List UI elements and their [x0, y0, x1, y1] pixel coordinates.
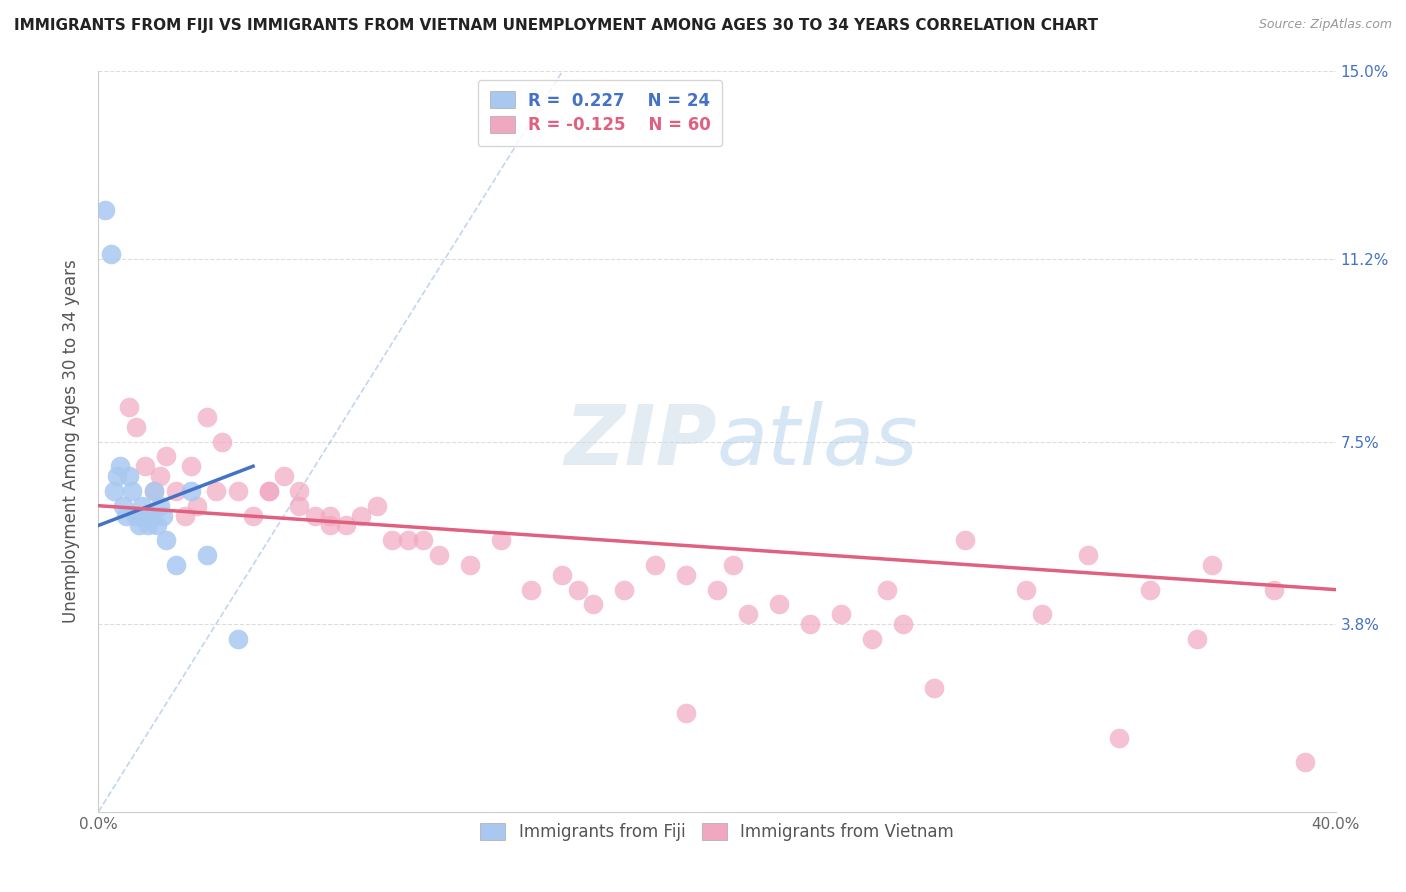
Point	[118, 400, 141, 414]
Point	[1263, 582, 1285, 597]
Point	[350, 508, 373, 523]
Point	[860, 632, 883, 646]
Point	[226, 632, 249, 646]
Point	[128, 518, 150, 533]
Point	[1015, 582, 1038, 597]
Point	[567, 582, 589, 597]
Point	[1077, 548, 1099, 562]
Point	[319, 518, 342, 533]
Point	[953, 533, 976, 548]
Point	[149, 469, 172, 483]
Point	[100, 247, 122, 261]
Legend: Immigrants from Fiji, Immigrants from Vietnam: Immigrants from Fiji, Immigrants from Vi…	[474, 816, 960, 847]
Point	[288, 499, 311, 513]
Point	[165, 483, 187, 498]
Point	[675, 567, 697, 582]
Point	[121, 483, 143, 498]
Point	[768, 598, 790, 612]
Point	[319, 508, 342, 523]
Point	[242, 508, 264, 523]
Point	[1185, 632, 1208, 646]
Point	[131, 499, 153, 513]
Point	[118, 469, 141, 483]
Point	[1031, 607, 1053, 622]
Point	[1201, 558, 1223, 572]
Point	[304, 508, 326, 523]
Point	[1108, 731, 1130, 745]
Point	[396, 533, 419, 548]
Point	[1294, 756, 1316, 770]
Point	[115, 508, 138, 523]
Point	[489, 533, 512, 548]
Point	[186, 499, 208, 513]
Point	[134, 508, 156, 523]
Point	[108, 459, 131, 474]
Point	[195, 409, 218, 424]
Point	[288, 483, 311, 498]
Point	[922, 681, 945, 696]
Point	[551, 567, 574, 582]
Point	[146, 518, 169, 533]
Point	[582, 598, 605, 612]
Point	[675, 706, 697, 720]
Point	[139, 508, 162, 523]
Point	[136, 518, 159, 533]
Point	[226, 483, 249, 498]
Point	[737, 607, 759, 622]
Point	[195, 548, 218, 562]
Point	[165, 558, 187, 572]
Point	[143, 483, 166, 498]
Point	[706, 582, 728, 597]
Point	[105, 469, 128, 483]
Point	[152, 508, 174, 523]
Point	[103, 483, 125, 498]
Point	[155, 533, 177, 548]
Point	[366, 499, 388, 513]
Point	[458, 558, 481, 572]
Point	[112, 499, 135, 513]
Point	[799, 617, 821, 632]
Point	[381, 533, 404, 548]
Point	[180, 459, 202, 474]
Point	[644, 558, 666, 572]
Text: IMMIGRANTS FROM FIJI VS IMMIGRANTS FROM VIETNAM UNEMPLOYMENT AMONG AGES 30 TO 34: IMMIGRANTS FROM FIJI VS IMMIGRANTS FROM …	[14, 18, 1098, 33]
Text: atlas: atlas	[717, 401, 918, 482]
Point	[211, 434, 233, 449]
Point	[273, 469, 295, 483]
Text: ZIP: ZIP	[564, 401, 717, 482]
Point	[613, 582, 636, 597]
Point	[876, 582, 898, 597]
Point	[149, 499, 172, 513]
Point	[830, 607, 852, 622]
Point	[335, 518, 357, 533]
Text: Source: ZipAtlas.com: Source: ZipAtlas.com	[1258, 18, 1392, 31]
Point	[124, 508, 146, 523]
Point	[174, 508, 197, 523]
Point	[143, 483, 166, 498]
Point	[180, 483, 202, 498]
Point	[891, 617, 914, 632]
Point	[155, 450, 177, 464]
Point	[257, 483, 280, 498]
Point	[412, 533, 434, 548]
Point	[134, 459, 156, 474]
Point	[721, 558, 744, 572]
Point	[257, 483, 280, 498]
Point	[124, 419, 146, 434]
Point	[427, 548, 450, 562]
Y-axis label: Unemployment Among Ages 30 to 34 years: Unemployment Among Ages 30 to 34 years	[62, 260, 80, 624]
Point	[520, 582, 543, 597]
Point	[93, 202, 115, 217]
Point	[1139, 582, 1161, 597]
Point	[205, 483, 228, 498]
